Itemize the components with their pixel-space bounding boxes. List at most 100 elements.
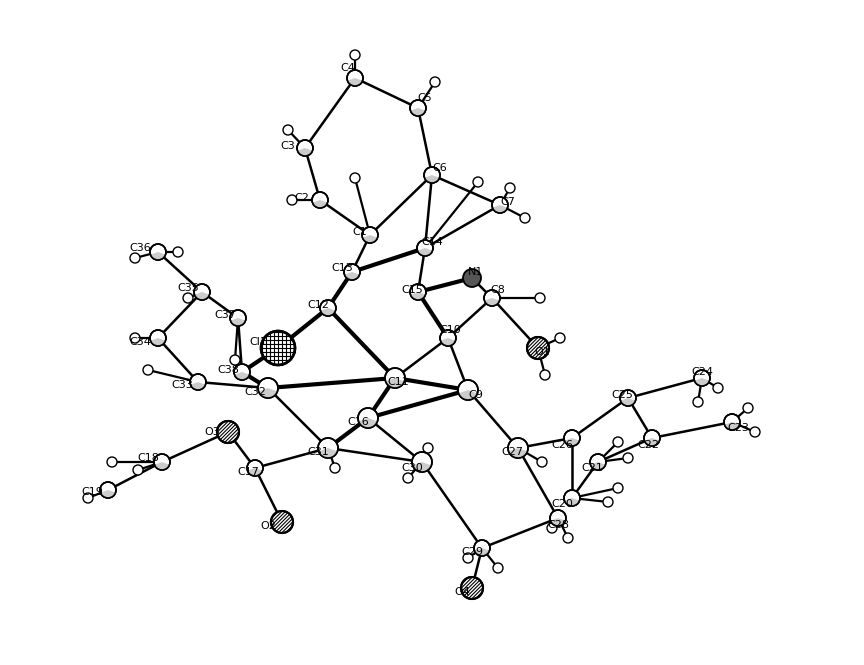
Circle shape <box>261 331 295 365</box>
Text: C14: C14 <box>421 237 443 247</box>
Circle shape <box>412 452 432 472</box>
Text: C28: C28 <box>547 520 569 530</box>
Wedge shape <box>424 175 440 183</box>
Circle shape <box>564 430 580 446</box>
Circle shape <box>555 333 565 343</box>
Circle shape <box>194 284 210 300</box>
Text: C4: C4 <box>340 63 355 73</box>
Circle shape <box>258 378 278 398</box>
Text: C10: C10 <box>439 325 461 335</box>
Circle shape <box>484 290 500 306</box>
Wedge shape <box>590 462 606 470</box>
Circle shape <box>107 457 117 467</box>
Circle shape <box>133 465 143 475</box>
Circle shape <box>620 390 636 406</box>
Circle shape <box>505 183 515 193</box>
Wedge shape <box>509 448 527 458</box>
Circle shape <box>130 253 140 263</box>
Circle shape <box>590 454 606 470</box>
Circle shape <box>230 355 240 365</box>
Circle shape <box>492 197 508 213</box>
Circle shape <box>347 70 363 86</box>
Wedge shape <box>645 438 659 446</box>
Wedge shape <box>564 438 580 446</box>
Text: C36: C36 <box>129 243 151 253</box>
Text: C16: C16 <box>347 417 369 427</box>
Circle shape <box>724 414 740 430</box>
Circle shape <box>410 100 426 116</box>
Circle shape <box>143 365 153 375</box>
Text: C24: C24 <box>691 367 713 377</box>
Wedge shape <box>359 418 378 428</box>
Circle shape <box>234 364 250 380</box>
Wedge shape <box>258 388 277 398</box>
Text: C32: C32 <box>244 387 266 397</box>
Wedge shape <box>474 548 490 556</box>
Text: C34: C34 <box>129 337 151 347</box>
Text: C3: C3 <box>281 141 295 151</box>
Circle shape <box>154 454 170 470</box>
Circle shape <box>410 284 426 300</box>
Wedge shape <box>234 372 250 380</box>
Circle shape <box>330 463 340 473</box>
Circle shape <box>173 247 183 257</box>
Circle shape <box>320 300 336 316</box>
Text: C11: C11 <box>387 377 409 387</box>
Text: C27: C27 <box>501 447 523 457</box>
Wedge shape <box>363 235 378 243</box>
Wedge shape <box>190 382 206 390</box>
Text: C22: C22 <box>637 440 659 450</box>
Wedge shape <box>485 298 499 306</box>
Wedge shape <box>695 378 709 386</box>
Circle shape <box>493 563 503 573</box>
Circle shape <box>403 473 413 483</box>
Text: C33: C33 <box>171 380 193 390</box>
Circle shape <box>283 125 293 135</box>
Circle shape <box>430 77 440 87</box>
Wedge shape <box>410 292 425 300</box>
Circle shape <box>693 397 703 407</box>
Circle shape <box>547 523 557 533</box>
Circle shape <box>190 374 206 390</box>
Circle shape <box>474 540 490 556</box>
Circle shape <box>458 380 478 400</box>
Text: C12: C12 <box>307 300 329 310</box>
Circle shape <box>417 240 433 256</box>
Circle shape <box>508 438 528 458</box>
Circle shape <box>623 453 633 463</box>
Wedge shape <box>347 78 363 86</box>
Text: C13: C13 <box>331 263 353 273</box>
Text: C18: C18 <box>137 453 159 463</box>
Circle shape <box>297 140 313 156</box>
Wedge shape <box>459 390 478 400</box>
Circle shape <box>358 408 378 428</box>
Circle shape <box>423 443 433 453</box>
Circle shape <box>440 330 456 346</box>
Circle shape <box>183 293 193 303</box>
Circle shape <box>130 333 140 343</box>
Wedge shape <box>410 108 425 116</box>
Circle shape <box>463 553 473 563</box>
Text: O3: O3 <box>204 427 219 437</box>
Circle shape <box>603 497 613 507</box>
Circle shape <box>150 330 166 346</box>
Circle shape <box>318 438 338 458</box>
Text: C17: C17 <box>237 467 259 477</box>
Circle shape <box>100 482 116 498</box>
Circle shape <box>271 511 293 533</box>
Text: C9: C9 <box>468 390 484 400</box>
Circle shape <box>473 177 483 187</box>
Text: C29: C29 <box>461 547 483 557</box>
Text: C21: C21 <box>581 463 603 473</box>
Circle shape <box>350 50 360 60</box>
Circle shape <box>217 421 239 443</box>
Text: C20: C20 <box>551 499 573 509</box>
Text: C15: C15 <box>401 285 422 295</box>
Text: C31: C31 <box>307 447 329 457</box>
Wedge shape <box>345 272 359 280</box>
Text: O2: O2 <box>260 521 276 531</box>
Circle shape <box>540 370 550 380</box>
Wedge shape <box>150 338 166 346</box>
Text: N1: N1 <box>468 267 484 277</box>
Circle shape <box>362 227 378 243</box>
